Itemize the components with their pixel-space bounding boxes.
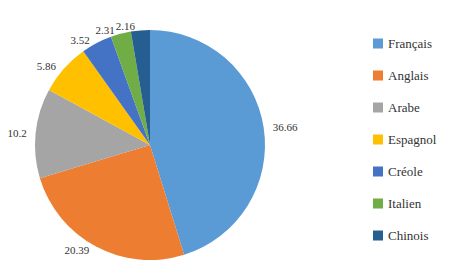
svg-text:Français: Français — [388, 36, 432, 51]
svg-text:20.39: 20.39 — [64, 244, 89, 256]
svg-text:10.2: 10.2 — [7, 127, 26, 139]
svg-text:Créole: Créole — [388, 164, 423, 179]
svg-text:Anglais: Anglais — [388, 68, 428, 83]
svg-text:2.31: 2.31 — [96, 24, 115, 36]
svg-text:5.86: 5.86 — [37, 60, 57, 72]
svg-text:Chinois: Chinois — [388, 228, 428, 243]
svg-text:2.16: 2.16 — [116, 20, 136, 32]
svg-text:Espagnol: Espagnol — [388, 132, 437, 147]
svg-text:36.66: 36.66 — [273, 121, 298, 133]
svg-text:Arabe: Arabe — [388, 100, 420, 115]
svg-text:3.52: 3.52 — [71, 34, 90, 46]
svg-text:Italien: Italien — [388, 196, 422, 211]
